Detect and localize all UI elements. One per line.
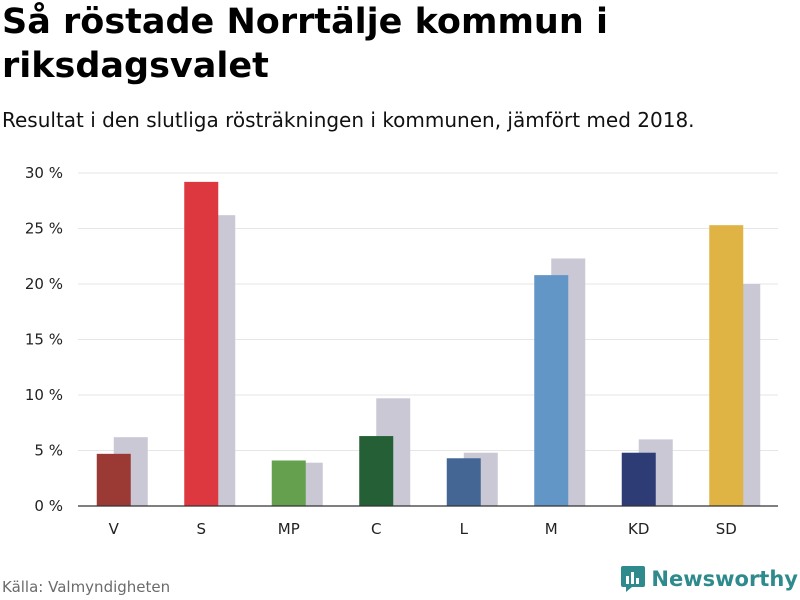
brand-logo: Newsworthy [621, 566, 798, 592]
y-tick-label: 30 % [25, 164, 63, 182]
x-tick-label: V [109, 520, 120, 538]
bar-2022-m [534, 275, 569, 506]
bar-chart: 0 % 5 % 10 % 15 % 20 % 25 % 30 % V S MP C L M KD SD [25, 164, 778, 538]
x-axis-ticks: V S MP C L M KD SD [109, 520, 737, 538]
gridlines [78, 172, 778, 451]
chart-title: Så röstade Norrtälje kommun i riksdagsva… [2, 2, 608, 86]
newsworthy-logo-icon [621, 566, 646, 592]
x-tick-label: MP [278, 520, 300, 538]
source-note: Källa: Valmyndigheten [2, 578, 171, 596]
y-tick-label: 25 % [25, 220, 63, 238]
y-tick-label: 20 % [25, 275, 63, 293]
x-tick-label: L [460, 520, 469, 538]
chart-subtitle: Resultat i den slutliga rösträkningen i … [2, 108, 695, 132]
y-tick-label: 0 % [34, 497, 63, 515]
bar-2022-sd [709, 225, 744, 507]
brand-name: Newsworthy [651, 567, 798, 591]
bar-2022-s [184, 181, 219, 506]
y-tick-label: 15 % [25, 331, 63, 349]
bar-2022-mp [271, 460, 306, 506]
y-axis-ticks: 0 % 5 % 10 % 15 % 20 % 25 % 30 % [25, 164, 63, 515]
y-tick-label: 5 % [34, 442, 63, 460]
x-tick-label: SD [716, 520, 737, 538]
bar-2022-c [359, 436, 394, 506]
x-tick-label: S [196, 520, 206, 538]
bar-2022-l [446, 458, 481, 506]
bars [96, 181, 761, 507]
bar-2022-v [96, 453, 131, 506]
bar-2022-kd [621, 452, 656, 506]
y-tick-label: 10 % [25, 386, 63, 404]
x-tick-label: C [371, 520, 381, 538]
x-tick-label: M [545, 520, 558, 538]
x-tick-label: KD [628, 520, 649, 538]
